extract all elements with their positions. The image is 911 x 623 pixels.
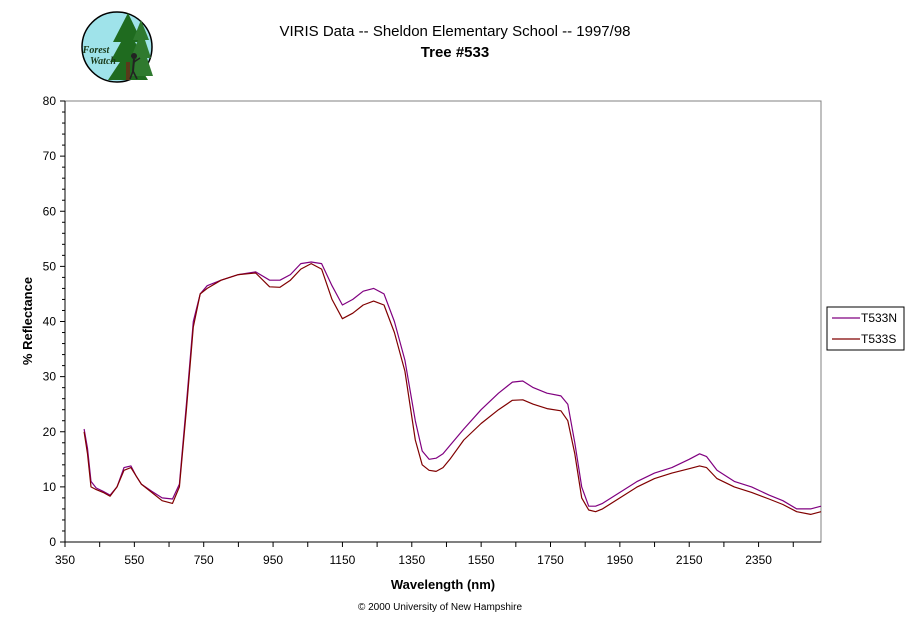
x-tick-label: 750: [194, 553, 214, 567]
y-axis: 0 10 20 30 40 50 60 70 80: [43, 94, 66, 549]
chart-subtitle: Tree #533: [421, 44, 489, 61]
x-tick-label: 1550: [468, 553, 495, 567]
copyright-text: © 2000 University of New Hampshire: [358, 602, 523, 613]
plot-area: [64, 100, 822, 543]
legend-box: [826, 306, 905, 351]
series-line-t533n: [83, 261, 822, 510]
x-tick-label: 1950: [607, 553, 634, 567]
y-tick-label: 0: [49, 535, 56, 549]
chart-title: VIRIS Data -- Sheldon Elementary School …: [279, 23, 630, 40]
y-tick-label: 20: [43, 425, 57, 439]
logo-text-watch: Watch: [90, 56, 116, 67]
y-tick-label: 40: [43, 315, 57, 329]
x-tick-label: 1750: [537, 553, 564, 567]
series-lines: [83, 261, 822, 516]
legend-label-t533s: T533S: [861, 332, 896, 346]
y-tick-label: 70: [43, 149, 57, 163]
x-tick-label: 2350: [745, 553, 772, 567]
x-tick-label: 2150: [676, 553, 703, 567]
y-tick-label: 50: [43, 259, 57, 273]
y-tick-label: 30: [43, 370, 57, 384]
x-tick-label: 1150: [330, 553, 356, 567]
x-axis-label: Wavelength (nm): [391, 577, 495, 592]
y-tick-label: 80: [43, 94, 57, 108]
x-tick-label: 950: [263, 553, 283, 567]
series-line-t533s: [83, 263, 822, 516]
y-tick-label: 60: [43, 204, 57, 218]
forest-watch-logo: Forest Watch: [81, 11, 153, 83]
tree-icon: [108, 13, 153, 80]
person-icon: [129, 53, 141, 80]
logo-text-forest: Forest: [82, 45, 111, 56]
legend-label-t533n: T533N: [861, 311, 897, 325]
y-axis-label: % Reflectance: [20, 277, 35, 365]
x-tick-label: 1350: [398, 553, 425, 567]
y-tick-label: 10: [43, 480, 57, 494]
x-tick-label: 550: [124, 553, 144, 567]
x-axis: 350 550 750 950 1150 1350 1550 1750 1950 2150 2350: [55, 541, 821, 567]
legend: T533N T533S: [826, 306, 905, 351]
x-tick-label: 350: [55, 553, 75, 567]
